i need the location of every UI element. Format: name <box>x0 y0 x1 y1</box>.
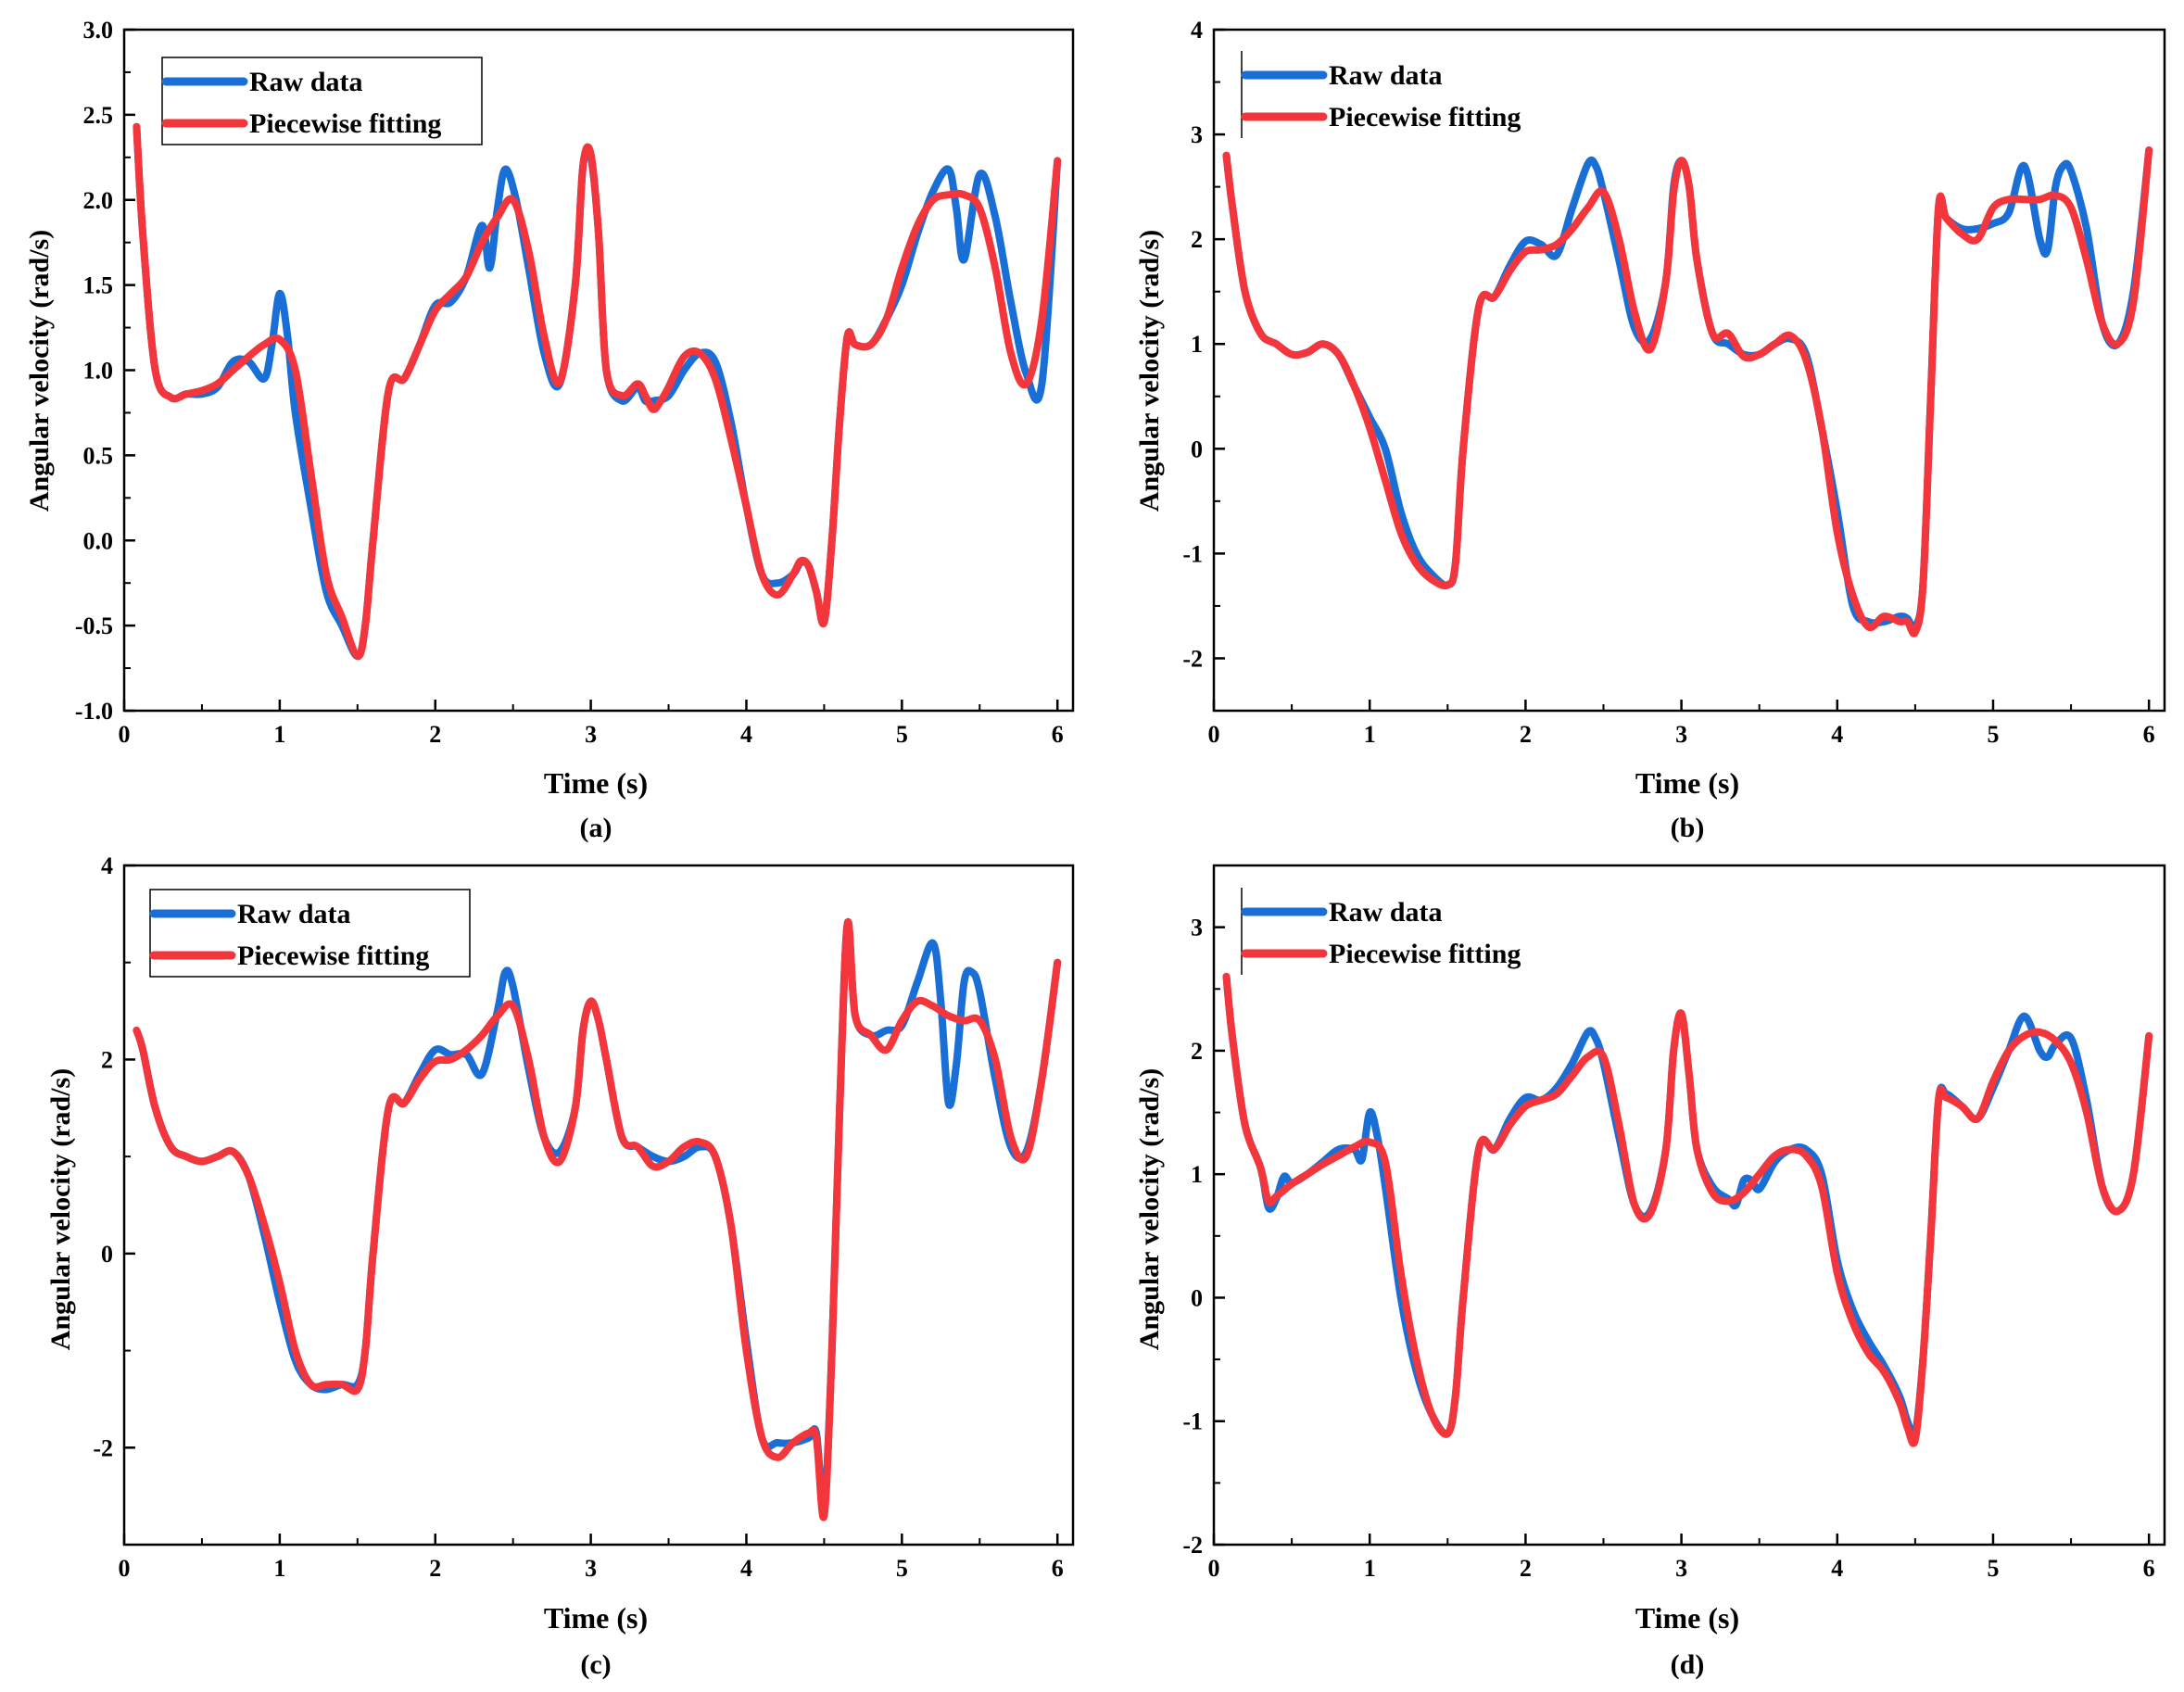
legend: Raw data Piecewise fitting <box>1241 888 1521 975</box>
xlabel-c: Time (s) <box>544 1601 648 1635</box>
plot-area-d: 0 1 2 3 4 5 6 -2 -1 0 1 2 3 Raw data Piecewise fitting <box>1182 864 2166 1582</box>
y-tick-label: -1.0 <box>75 698 113 725</box>
legend-label-raw-data: Raw data <box>1329 897 1443 928</box>
x-tick-label: 2 <box>1520 1555 1532 1582</box>
legend-label-piecewise-fitting: Piecewise fitting <box>249 108 441 139</box>
legend: Raw data Piecewise fitting <box>149 889 471 978</box>
x-tick-label: 0 <box>119 1555 131 1582</box>
panel-label-a: (a) <box>580 813 612 843</box>
xlabel-a: Time (s) <box>544 766 648 800</box>
legend: Raw data Piecewise fitting <box>161 57 483 145</box>
legend: Raw data Piecewise fitting <box>1241 51 1521 138</box>
y-tick-label: 0.0 <box>83 527 114 554</box>
panel-label-d: (d) <box>1671 1649 1705 1680</box>
y-tick-label: 4 <box>1191 17 1203 44</box>
y-tick-label: -1 <box>1182 1408 1203 1435</box>
y-tick-label: 2.0 <box>83 187 114 214</box>
x-tick-label: 6 <box>2143 721 2155 748</box>
y-tick-label: 3 <box>1191 915 1203 941</box>
y-tick-label: 0.5 <box>83 442 114 469</box>
x-tick-label: 3 <box>585 721 597 748</box>
panel-c: 0 1 2 3 4 5 6 -2 0 2 4 Raw data Piecewise fitting Ti… <box>45 852 1075 1680</box>
plot-frame <box>122 864 1075 1547</box>
ylabel-d: Angular velocity (rad/s) <box>1134 1068 1165 1350</box>
y-tick-label: 1.5 <box>83 272 114 299</box>
x-tick-label: 6 <box>1052 721 1064 748</box>
xlabel-b: Time (s) <box>1635 766 1739 800</box>
series-line-raw-data <box>1222 146 2153 632</box>
y-tick-label: 2 <box>101 1046 113 1073</box>
y-tick-label: 0 <box>1191 1284 1203 1311</box>
legend-label-piecewise-fitting: Piecewise fitting <box>1329 939 1521 969</box>
x-tick-label: 1 <box>273 1555 285 1582</box>
panel-a: 0 1 2 3 4 5 6 -1.0 -0.5 0.0 0.5 1.0 1.5 2.0 2.5 3.0 Raw … <box>24 17 1075 843</box>
x-tick-label: 5 <box>1987 721 1999 748</box>
x-tick-label: 2 <box>429 721 441 748</box>
x-tick-label: 5 <box>1987 1555 1999 1582</box>
x-tick-label: 4 <box>740 721 752 748</box>
x-tick-label: 2 <box>429 1555 441 1582</box>
y-tick-label: 2 <box>1191 1038 1203 1065</box>
legend-label-piecewise-fitting: Piecewise fitting <box>1329 102 1521 133</box>
x-tick-label: 6 <box>2143 1555 2155 1582</box>
x-tick-label: 0 <box>1208 721 1220 748</box>
panel-b: 0 1 2 3 4 5 6 -2 -1 0 1 2 3 4 Raw data Piecewise fittin… <box>1134 17 2166 843</box>
x-tick-label: 1 <box>1364 1555 1376 1582</box>
xlabel-d: Time (s) <box>1635 1601 1739 1635</box>
series-line-piecewise-fitting <box>1222 972 2153 1447</box>
ylabel-c: Angular velocity (rad/s) <box>45 1068 76 1350</box>
y-tick-label: -2 <box>93 1434 113 1461</box>
x-tick-label: 3 <box>585 1555 597 1582</box>
series-line-piecewise-fitting <box>133 122 1062 661</box>
y-tick-label: -0.5 <box>75 612 113 639</box>
plot-area-c: 0 1 2 3 4 5 6 -2 0 2 4 Raw data Piecewise fitting <box>93 852 1075 1582</box>
ylabel-b: Angular velocity (rad/s) <box>1134 230 1165 511</box>
legend-label-raw-data: Raw data <box>1329 60 1443 91</box>
y-tick-label: 1.0 <box>83 358 114 385</box>
x-tick-label: 3 <box>1675 721 1687 748</box>
plot-frame <box>1212 28 2166 713</box>
series-line-piecewise-fitting <box>133 917 1062 1522</box>
y-tick-label: -2 <box>1182 1532 1203 1559</box>
y-tick-label: 3.0 <box>83 17 114 44</box>
x-tick-label: 4 <box>1831 721 1843 748</box>
x-tick-label: 4 <box>740 1555 752 1582</box>
x-tick-label: 5 <box>896 721 908 748</box>
x-tick-label: 0 <box>119 721 131 748</box>
y-tick-label: 2.5 <box>83 102 114 129</box>
legend-label-piecewise-fitting: Piecewise fitting <box>237 941 429 971</box>
x-tick-label: 1 <box>1364 721 1376 748</box>
y-tick-label: 2 <box>1191 226 1203 253</box>
panel-label-b: (b) <box>1671 813 1705 843</box>
y-tick-label: 1 <box>1191 331 1203 358</box>
panel-label-c: (c) <box>580 1649 611 1680</box>
y-tick-label: 0 <box>1191 436 1203 462</box>
x-tick-label: 4 <box>1831 1555 1843 1582</box>
plot-frame <box>1212 864 2166 1547</box>
legend-label-raw-data: Raw data <box>249 67 363 97</box>
series-line-piecewise-fitting <box>1222 146 2153 638</box>
plot-area-a: 0 1 2 3 4 5 6 -1.0 -0.5 0.0 0.5 1.0 1.5 2.0 2.5 3.0 Raw … <box>75 17 1075 748</box>
plot-area-b: 0 1 2 3 4 5 6 -2 -1 0 1 2 3 4 Raw data Piecewise fittin… <box>1182 17 2166 748</box>
y-tick-label: 0 <box>101 1241 113 1268</box>
y-tick-label: 3 <box>1191 121 1203 148</box>
y-tick-label: 4 <box>101 852 113 879</box>
y-tick-label: -2 <box>1182 645 1203 672</box>
x-tick-label: 6 <box>1052 1555 1064 1582</box>
x-tick-label: 1 <box>273 721 285 748</box>
x-tick-label: 2 <box>1520 721 1532 748</box>
x-tick-label: 0 <box>1208 1555 1220 1582</box>
y-tick-label: 1 <box>1191 1161 1203 1188</box>
panel-d: 0 1 2 3 4 5 6 -2 -1 0 1 2 3 Raw data Piecewise fitting… <box>1134 864 2166 1680</box>
x-tick-label: 3 <box>1675 1555 1687 1582</box>
legend-label-raw-data: Raw data <box>237 899 351 929</box>
ylabel-a: Angular velocity (rad/s) <box>24 230 55 511</box>
y-tick-label: -1 <box>1182 540 1203 567</box>
x-tick-label: 5 <box>896 1555 908 1582</box>
